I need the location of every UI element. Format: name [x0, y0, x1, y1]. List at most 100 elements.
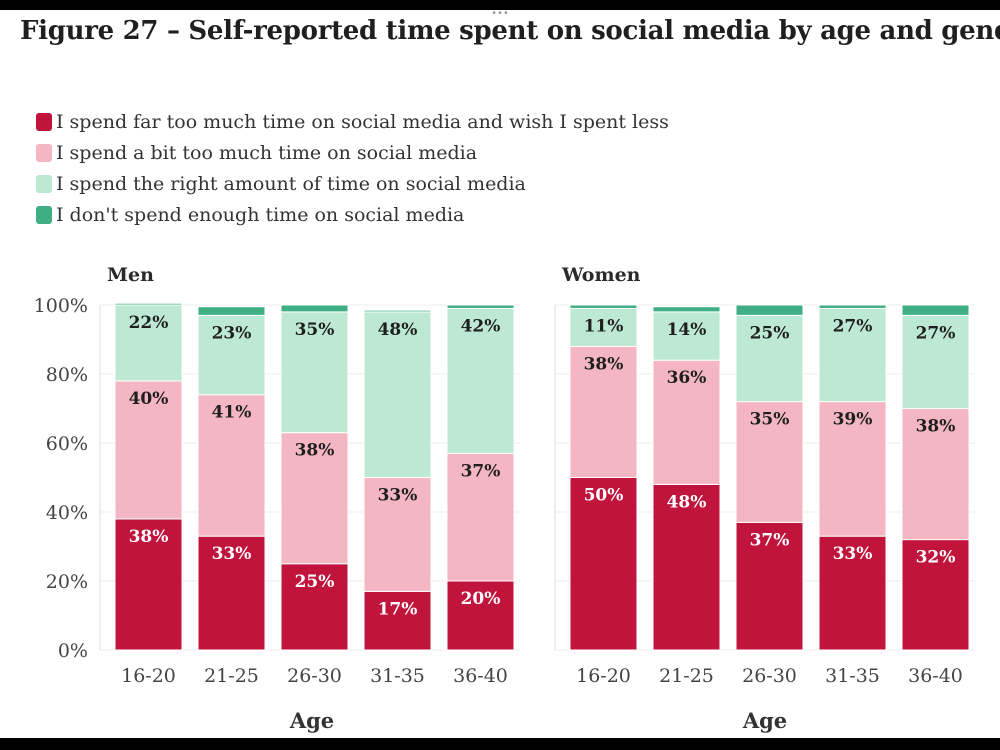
legend-swatch-icon [36, 112, 52, 131]
data-label: 33% [378, 486, 418, 506]
bar-segment [735, 521, 804, 651]
bar-segment [197, 394, 266, 537]
data-label: 33% [833, 544, 873, 564]
bar-segment [901, 314, 970, 409]
bar-segment [114, 302, 183, 306]
data-label: 36% [667, 368, 707, 388]
y-tick-label: 100% [34, 295, 88, 317]
data-label: 33% [212, 544, 252, 564]
data-label: 35% [295, 320, 335, 340]
bar-segment [280, 304, 349, 313]
x-axis-title: Age [742, 708, 787, 733]
bar-segment [446, 304, 515, 309]
data-label: 38% [295, 441, 335, 461]
bar-segment [652, 359, 721, 485]
y-tick-label: 40% [46, 502, 88, 524]
bar-segment [446, 580, 515, 651]
bar-segment [114, 304, 183, 382]
data-label: 39% [833, 410, 873, 430]
bar-segment [280, 432, 349, 565]
data-label: 35% [750, 410, 790, 430]
bar-segment [735, 401, 804, 523]
x-tick-label: 26-30 [742, 665, 797, 687]
data-label: 38% [584, 354, 624, 374]
chart-title: Figure 27 – Self-reported time spent on … [20, 16, 1000, 46]
chart-plot-area: 0% 20% 40% 60% 80% 100% Men 38% 40% 22% 16-20 33% 41… [34, 264, 975, 733]
legend-item-0: I spend far too much time on social medi… [36, 106, 669, 137]
bar-segment [280, 311, 349, 434]
bar-segment [363, 309, 432, 313]
data-label: 23% [212, 323, 252, 343]
legend-item-2: I spend the right amount of time on soci… [36, 168, 669, 199]
bar-segment [735, 314, 804, 403]
data-label: 50% [584, 486, 624, 506]
y-tick-label: 80% [46, 364, 88, 386]
legend-label: I spend the right amount of time on soci… [56, 172, 526, 195]
x-tick-label: 36-40 [908, 665, 963, 687]
chart-figure: ••• Figure 27 – Self-reported time spent… [0, 8, 1000, 738]
bar-segment [901, 304, 970, 316]
grabber-handle-icon: ••• [491, 8, 509, 19]
panel-title-women: Women [561, 264, 641, 286]
bar-segment [901, 539, 970, 651]
bar-segment [280, 563, 349, 651]
bar-segment [652, 306, 721, 313]
x-tick-label: 31-35 [825, 665, 880, 687]
bar-segment [446, 452, 515, 582]
data-label: 38% [129, 527, 169, 547]
bar-segment [818, 401, 887, 537]
y-tick-label: 0% [58, 640, 88, 662]
x-tick-label: 31-35 [370, 665, 425, 687]
data-label: 32% [916, 548, 956, 568]
bar-segment [569, 304, 638, 309]
legend-item-1: I spend a bit too much time on social me… [36, 137, 669, 168]
legend: I spend far too much time on social medi… [36, 106, 669, 230]
data-label: 14% [667, 320, 707, 340]
x-tick-label: 36-40 [453, 665, 508, 687]
bar-segment [818, 307, 887, 403]
x-tick-label: 21-25 [659, 665, 714, 687]
data-label: 48% [378, 320, 418, 340]
bar-segment [735, 304, 804, 316]
bar-segment [363, 311, 432, 479]
legend-label: I spend far too much time on social medi… [56, 110, 669, 133]
data-label: 40% [129, 389, 169, 409]
bar-segment [818, 535, 887, 651]
bar-segment [197, 535, 266, 651]
data-label: 17% [378, 599, 418, 619]
data-label: 48% [667, 492, 707, 512]
data-label: 37% [461, 461, 501, 481]
x-tick-label: 16-20 [121, 665, 176, 687]
data-label: 42% [461, 316, 501, 336]
data-label: 27% [833, 316, 873, 336]
x-tick-label: 26-30 [287, 665, 342, 687]
data-label: 27% [916, 323, 956, 343]
bar-segment [197, 306, 266, 316]
data-label: 38% [916, 417, 956, 437]
y-tick-label: 20% [46, 571, 88, 593]
bar-segment [652, 311, 721, 361]
data-label: 37% [750, 530, 790, 550]
y-tick-label: 60% [46, 433, 88, 455]
bar-segment [114, 518, 183, 651]
data-label: 20% [461, 589, 501, 609]
bar-segment [569, 477, 638, 651]
data-label: 25% [750, 323, 790, 343]
data-label: 41% [212, 403, 252, 423]
x-axis-title: Age [289, 708, 334, 733]
panel-title-men: Men [107, 264, 154, 286]
bar-segment [652, 483, 721, 651]
data-label: 11% [584, 316, 624, 336]
x-tick-label: 16-20 [576, 665, 631, 687]
bar-segment [114, 380, 183, 520]
data-label: 22% [129, 313, 169, 333]
legend-swatch-icon [36, 205, 52, 224]
bar-segment [446, 307, 515, 454]
legend-label: I don't spend enough time on social medi… [56, 203, 465, 226]
legend-label: I spend a bit too much time on social me… [56, 141, 478, 164]
bar-segment [901, 408, 970, 541]
bar-segment [363, 477, 432, 592]
data-label: 25% [295, 572, 335, 592]
legend-swatch-icon [36, 174, 52, 193]
x-tick-label: 21-25 [204, 665, 259, 687]
